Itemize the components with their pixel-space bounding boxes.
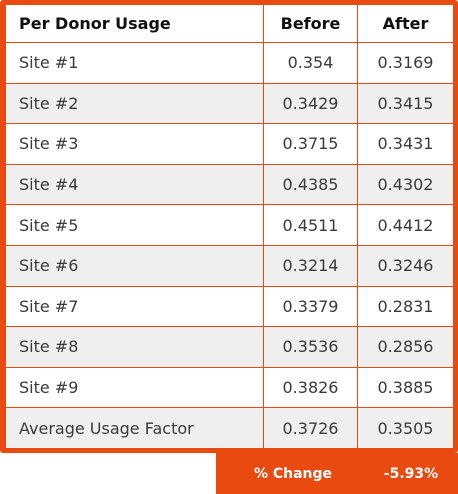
percent-change-bar: % Change -5.93%: [216, 453, 458, 494]
table-row: Site #3 0.3715 0.3431: [5, 123, 454, 165]
before-value: 0.4511: [263, 204, 358, 246]
table-row: Site #9 0.3826 0.3885: [5, 366, 454, 409]
header-per-donor-usage: Per Donor Usage: [5, 4, 264, 43]
table-row: Site #5 0.4511 0.4412: [5, 204, 454, 246]
table-row: Site #6 0.3214 0.3246: [5, 244, 454, 287]
table-row: Site #1 0.354 0.3169: [5, 42, 454, 84]
table-row: Site #4 0.4385 0.4302: [5, 163, 454, 206]
before-value: 0.354: [263, 42, 358, 84]
percent-change-value: -5.93%: [383, 465, 439, 482]
before-value: 0.3726: [263, 407, 358, 449]
after-value: 0.3415: [357, 82, 454, 125]
after-value: 0.3505: [357, 407, 454, 449]
before-value: 0.3379: [263, 285, 358, 328]
usage-table: Per Donor Usage Before After Site #1 0.35…: [5, 4, 454, 449]
before-value: 0.3715: [263, 123, 358, 165]
after-value: 0.2856: [357, 326, 454, 368]
row-label: Site #4: [5, 163, 264, 206]
percent-change-label: % Change: [253, 465, 333, 482]
before-value: 0.3214: [263, 244, 358, 287]
header-after: After: [357, 4, 454, 43]
after-value: 0.2831: [357, 285, 454, 328]
row-label: Site #7: [5, 285, 264, 328]
row-label: Site #3: [5, 123, 264, 165]
before-value: 0.4385: [263, 163, 358, 206]
table-row: Site #7 0.3379 0.2831: [5, 285, 454, 328]
after-value: 0.3885: [357, 366, 454, 409]
before-value: 0.3826: [263, 366, 358, 409]
row-label: Site #6: [5, 244, 264, 287]
row-label: Site #1: [5, 42, 264, 84]
table-header-row: Per Donor Usage Before After: [5, 4, 454, 43]
table-row: Site #2 0.3429 0.3415: [5, 82, 454, 125]
table-row: Site #8 0.3536 0.2856: [5, 326, 454, 368]
after-value: 0.4302: [357, 163, 454, 206]
before-value: 0.3536: [263, 326, 358, 368]
after-value: 0.3246: [357, 244, 454, 287]
row-label: Site #9: [5, 366, 264, 409]
after-value: 0.3431: [357, 123, 454, 165]
row-label: Average Usage Factor: [5, 407, 264, 449]
row-label: Site #5: [5, 204, 264, 246]
row-label: Site #8: [5, 326, 264, 368]
header-before: Before: [263, 4, 358, 43]
row-label: Site #2: [5, 82, 264, 125]
after-value: 0.4412: [357, 204, 454, 246]
usage-table-frame: Per Donor Usage Before After Site #1 0.35…: [0, 0, 458, 453]
after-value: 0.3169: [357, 42, 454, 84]
table-row: Average Usage Factor 0.3726 0.3505: [5, 407, 454, 449]
before-value: 0.3429: [263, 82, 358, 125]
